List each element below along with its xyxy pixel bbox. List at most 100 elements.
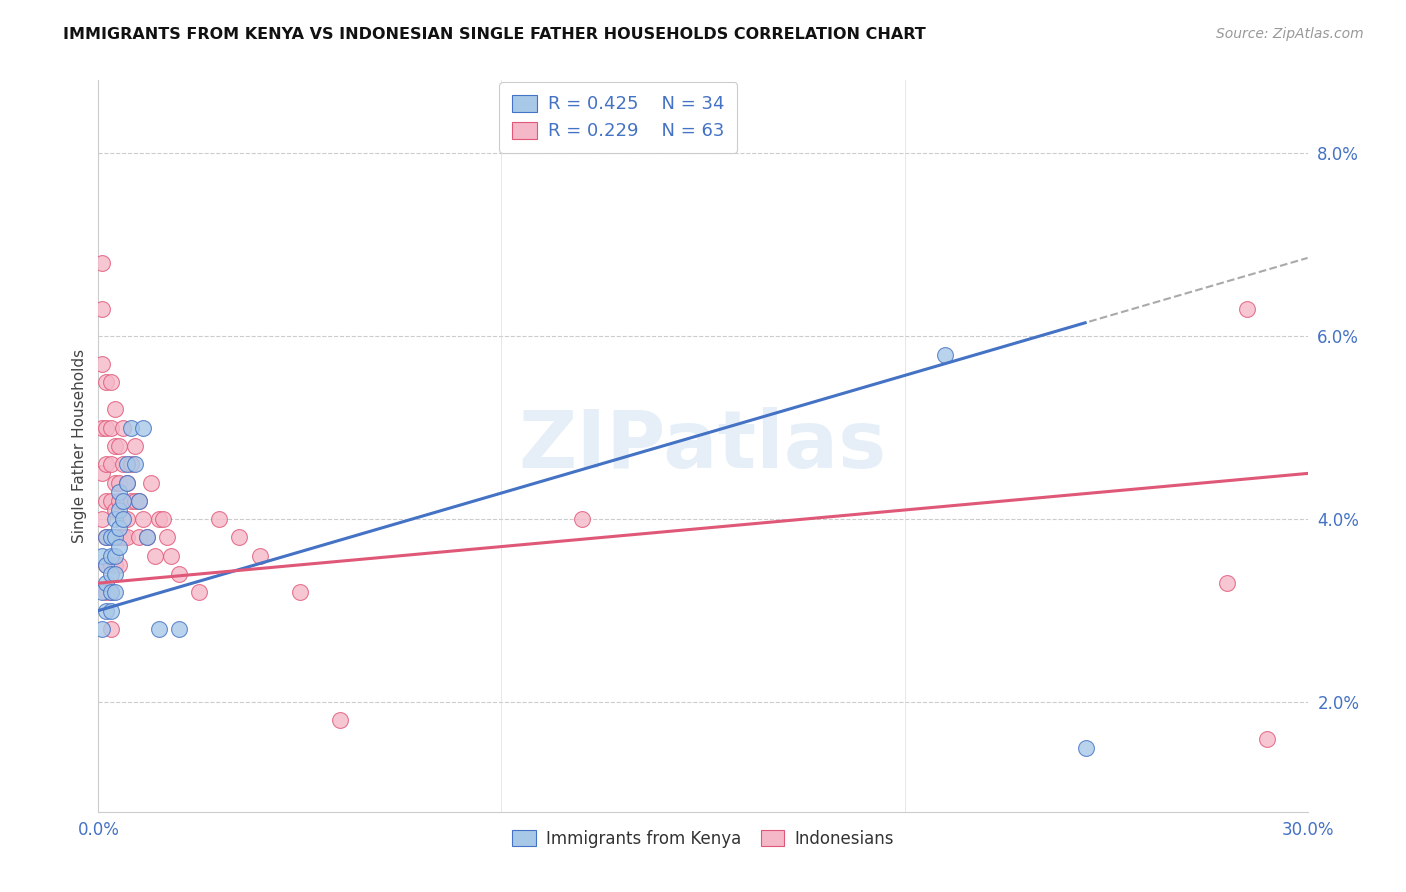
Point xyxy=(103,503,125,517)
Point xyxy=(111,493,134,508)
Text: IMMIGRANTS FROM KENYA VS INDONESIAN SINGLE FATHER HOUSEHOLDS CORRELATION CHART: IMMIGRANTS FROM KENYA VS INDONESIAN SING… xyxy=(63,27,927,42)
Point xyxy=(115,530,138,544)
Point xyxy=(115,457,138,471)
Point xyxy=(107,493,129,508)
Point xyxy=(96,558,118,572)
Text: ZIPatlas: ZIPatlas xyxy=(519,407,887,485)
Point xyxy=(107,439,129,453)
Point xyxy=(107,558,129,572)
Point xyxy=(188,585,211,599)
Point xyxy=(329,714,352,728)
Point xyxy=(100,585,122,599)
Point xyxy=(100,530,122,544)
Point xyxy=(91,357,114,371)
Point xyxy=(91,512,114,526)
Point xyxy=(103,585,125,599)
Point xyxy=(96,530,118,544)
Point xyxy=(132,512,155,526)
Point xyxy=(107,530,129,544)
Point xyxy=(96,457,118,471)
Point xyxy=(91,585,114,599)
Point xyxy=(100,603,122,617)
Point xyxy=(100,567,122,582)
Point xyxy=(152,512,174,526)
Point xyxy=(120,493,142,508)
Point xyxy=(156,530,179,544)
Legend: Immigrants from Kenya, Indonesians: Immigrants from Kenya, Indonesians xyxy=(506,823,900,855)
Point xyxy=(103,558,125,572)
Y-axis label: Single Father Households: Single Father Households xyxy=(72,349,87,543)
Point xyxy=(100,493,122,508)
Point xyxy=(934,347,956,362)
Point xyxy=(96,558,118,572)
Point xyxy=(96,375,118,389)
Point xyxy=(111,420,134,434)
Point xyxy=(103,530,125,544)
Point xyxy=(111,457,134,471)
Point xyxy=(103,567,125,582)
Point xyxy=(100,622,122,636)
Point xyxy=(107,484,129,499)
Point xyxy=(1256,731,1278,746)
Point xyxy=(124,439,146,453)
Point xyxy=(100,457,122,471)
Point xyxy=(103,439,125,453)
Point xyxy=(135,530,157,544)
Point xyxy=(571,512,593,526)
Point xyxy=(107,503,129,517)
Point xyxy=(167,567,190,582)
Point xyxy=(111,530,134,544)
Text: Source: ZipAtlas.com: Source: ZipAtlas.com xyxy=(1216,27,1364,41)
Point xyxy=(1074,740,1097,755)
Point xyxy=(124,457,146,471)
Point xyxy=(103,530,125,544)
Point xyxy=(91,549,114,563)
Point xyxy=(288,585,311,599)
Point xyxy=(115,475,138,490)
Point xyxy=(228,530,250,544)
Point xyxy=(103,475,125,490)
Point xyxy=(91,420,114,434)
Point xyxy=(115,475,138,490)
Point xyxy=(107,475,129,490)
Point xyxy=(107,521,129,535)
Point xyxy=(103,402,125,417)
Point xyxy=(1236,301,1258,316)
Point xyxy=(143,549,166,563)
Point xyxy=(103,549,125,563)
Point xyxy=(91,467,114,481)
Point xyxy=(96,420,118,434)
Point xyxy=(96,576,118,591)
Point xyxy=(100,558,122,572)
Point xyxy=(100,549,122,563)
Point xyxy=(100,530,122,544)
Point xyxy=(103,512,125,526)
Point xyxy=(96,493,118,508)
Point xyxy=(148,622,170,636)
Point xyxy=(249,549,271,563)
Point xyxy=(96,603,118,617)
Point xyxy=(128,530,150,544)
Point xyxy=(91,256,114,270)
Point xyxy=(91,301,114,316)
Point xyxy=(128,493,150,508)
Point xyxy=(132,420,155,434)
Point xyxy=(148,512,170,526)
Point xyxy=(96,530,118,544)
Point xyxy=(120,457,142,471)
Point xyxy=(208,512,231,526)
Point xyxy=(100,420,122,434)
Point xyxy=(124,493,146,508)
Point xyxy=(128,493,150,508)
Point xyxy=(167,622,190,636)
Point xyxy=(139,475,162,490)
Point xyxy=(111,512,134,526)
Point xyxy=(91,622,114,636)
Point xyxy=(160,549,183,563)
Point xyxy=(1216,576,1239,591)
Point xyxy=(107,540,129,554)
Point xyxy=(120,420,142,434)
Point xyxy=(96,585,118,599)
Point xyxy=(135,530,157,544)
Point xyxy=(100,585,122,599)
